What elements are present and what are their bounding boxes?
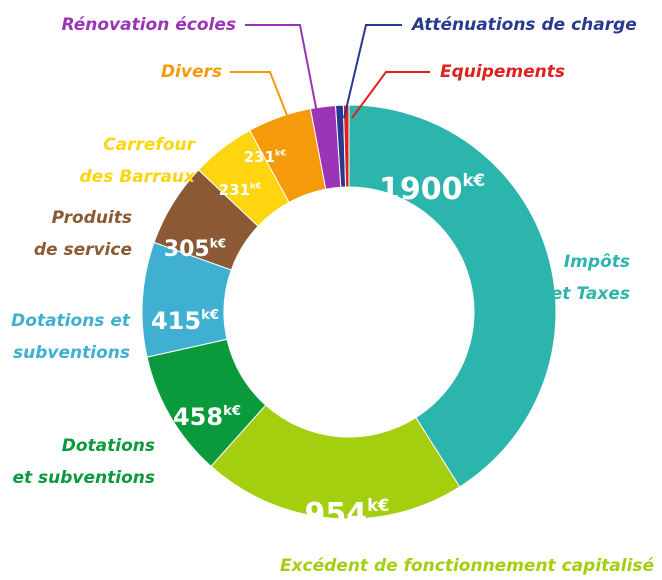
- value-label: 1900k€: [379, 171, 485, 207]
- value-unit: k€: [223, 404, 241, 419]
- value-unit: k€: [250, 180, 261, 190]
- category-label: Atténuations de charge: [410, 15, 637, 35]
- category-label: Dotations: [62, 436, 155, 456]
- leader-line: [351, 71, 430, 119]
- value-label: 415k€: [151, 307, 219, 335]
- leader-line: [245, 24, 319, 119]
- category-label: Excédent de fonctionnement capitalisé: [280, 556, 655, 576]
- value-label: 458k€: [173, 403, 241, 431]
- value-label: 231k€: [244, 147, 287, 166]
- value-number: 954: [304, 497, 367, 532]
- category-label: et subventions: [12, 468, 155, 488]
- value-number: 458: [173, 403, 223, 431]
- category-label: Carrefour: [103, 135, 196, 155]
- category-label: Equipements: [440, 62, 565, 82]
- value-number: 1900: [379, 172, 463, 207]
- value-number: 305: [164, 237, 210, 262]
- value-label: 305k€: [164, 236, 226, 262]
- category-label: et Taxes: [551, 284, 630, 304]
- value-number: 231: [244, 148, 275, 166]
- value-number: 231: [219, 181, 250, 199]
- leader-line: [230, 71, 293, 129]
- value-unit: k€: [367, 496, 389, 515]
- category-label: Dotations et: [11, 311, 131, 331]
- value-unit: k€: [210, 236, 226, 250]
- category-label: de service: [34, 240, 132, 260]
- donut-slice: [342, 104, 350, 188]
- category-label: Divers: [161, 62, 222, 82]
- donut-slice: [348, 104, 557, 488]
- category-label: Impôts: [564, 252, 630, 272]
- value-unit: k€: [463, 171, 485, 190]
- value-unit: k€: [201, 308, 219, 323]
- value-unit: k€: [275, 147, 286, 157]
- value-number: 415: [151, 307, 201, 335]
- category-label: subventions: [13, 343, 130, 363]
- category-label: des Barraux: [80, 167, 197, 187]
- value-label: 954k€: [304, 496, 389, 532]
- category-label: Rénovation écoles: [61, 15, 236, 35]
- value-label: 231k€: [219, 180, 262, 199]
- donut-slice: [210, 404, 461, 520]
- leader-line: [343, 24, 402, 119]
- category-label: Produits: [52, 208, 132, 228]
